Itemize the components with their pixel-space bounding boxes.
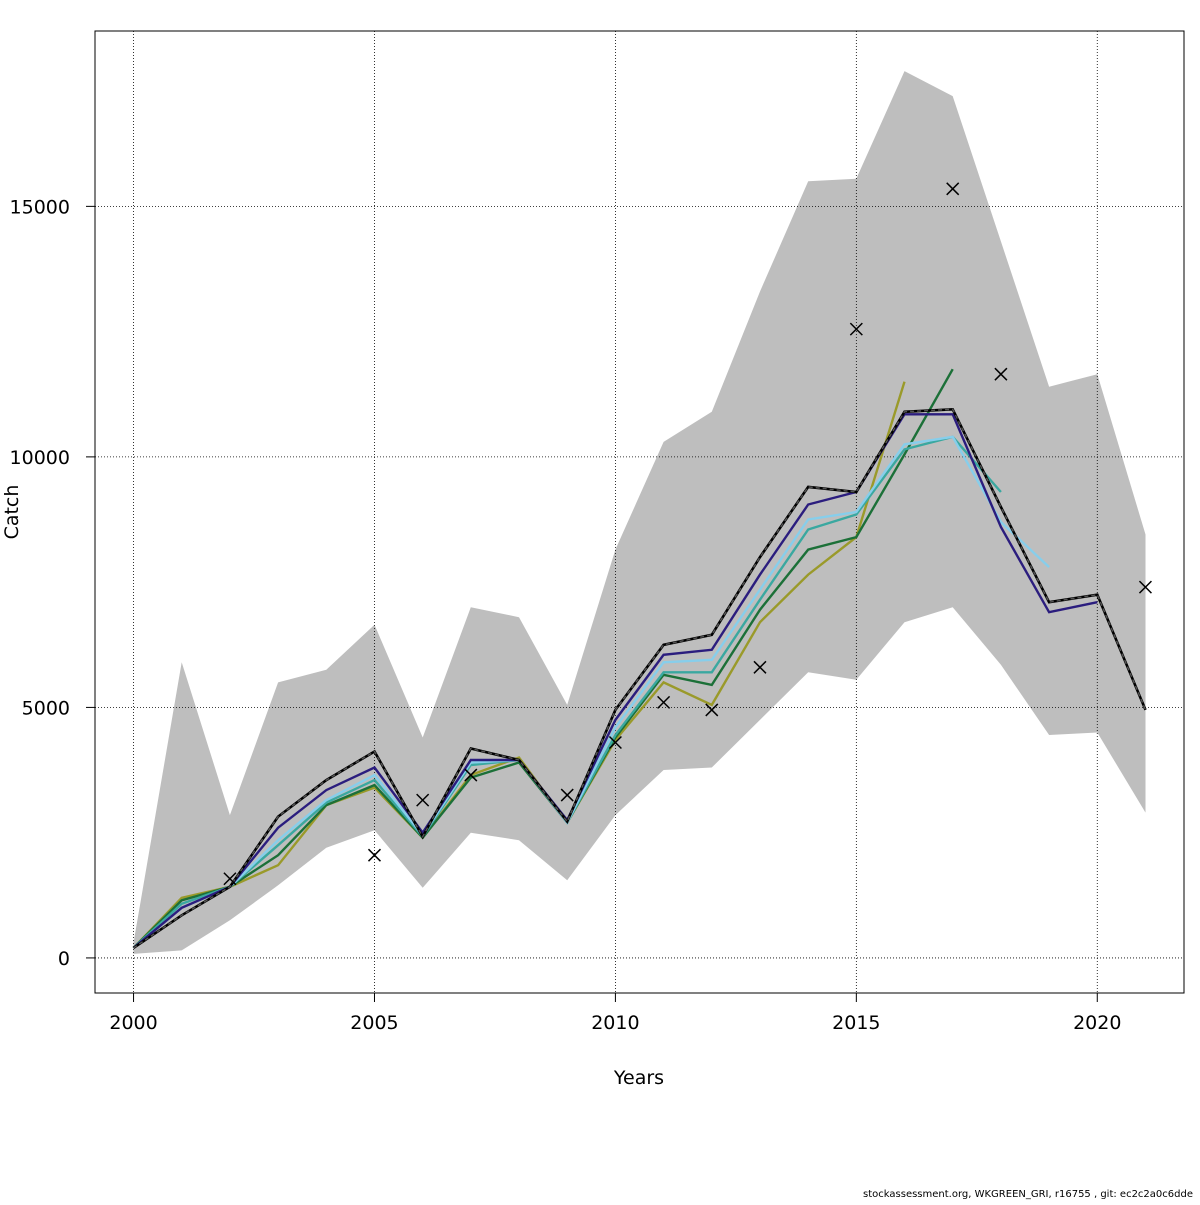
y-tick-label: 10000 — [10, 447, 70, 469]
observed-point — [608, 735, 622, 750]
series-line-5 — [132, 381, 906, 949]
y-tick-label: 5000 — [22, 697, 70, 719]
observed-point — [705, 703, 719, 717]
x-tick-label: 2000 — [109, 1012, 157, 1034]
series-line-1 — [132, 413, 1098, 949]
observed-point — [849, 322, 863, 336]
confidence-band-layer — [133, 71, 1146, 954]
observed-point-stroke — [367, 848, 382, 862]
observed-point-stroke — [223, 872, 237, 886]
observed-point — [416, 793, 430, 807]
y-tick-label: 0 — [58, 948, 70, 970]
observed-point-stroke — [994, 367, 1008, 381]
observed-point — [946, 182, 960, 196]
base-estimate-layer — [132, 407, 1147, 949]
series-line-2 — [132, 435, 1050, 949]
observed-point — [994, 367, 1008, 381]
observed-point-stroke — [1138, 580, 1152, 594]
x-axis-title: Years — [613, 1067, 664, 1089]
observed-point — [560, 788, 574, 802]
observed-point-stroke — [464, 768, 478, 782]
observed-point-stroke — [608, 735, 622, 750]
observed-point — [464, 768, 478, 782]
y-tick-label: 15000 — [10, 196, 70, 218]
confidence-band — [133, 71, 1146, 954]
x-tick-label: 2010 — [591, 1012, 639, 1034]
x-tick-label: 2020 — [1073, 1012, 1121, 1034]
observed-point — [753, 660, 767, 674]
base-estimate-line — [132, 407, 1147, 949]
observed-point-stroke — [753, 660, 767, 674]
observed-point — [657, 695, 671, 709]
observed-point-stroke — [946, 182, 960, 196]
footer-credit: stockassessment.org, WKGREEN_GRI, r16755… — [863, 1189, 1193, 1200]
y-axis: 0 5000 10000 15000 — [10, 196, 96, 970]
observed-layer — [223, 182, 1152, 886]
observed-point-stroke — [657, 695, 671, 709]
observed-point — [1138, 580, 1152, 594]
observed-point-stroke — [416, 793, 430, 807]
y-axis-title: Catch — [1, 485, 23, 540]
observed-point — [367, 848, 382, 862]
observed-point-stroke — [560, 788, 574, 802]
x-tick-label: 2005 — [350, 1012, 398, 1034]
observed-point-stroke — [849, 322, 863, 336]
observed-point-stroke — [705, 703, 719, 717]
observed-point — [223, 872, 237, 886]
x-axis: 2000 2005 2010 2015 2020 — [109, 992, 1121, 1034]
x-tick-label: 2015 — [832, 1012, 880, 1034]
